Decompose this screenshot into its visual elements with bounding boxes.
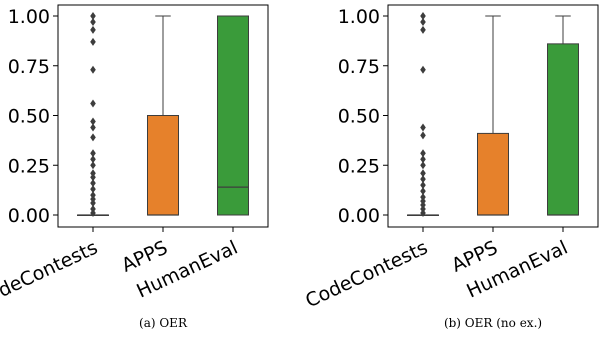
y-tick-label: 0.75 — [8, 56, 50, 78]
outlier-point — [420, 65, 426, 74]
outlier-point — [90, 37, 96, 46]
outlier-point — [420, 181, 426, 190]
outlier-point — [90, 191, 96, 200]
outlier-point — [420, 17, 426, 26]
outlier-point — [90, 169, 96, 178]
outlier-point — [420, 12, 426, 20]
y-tick-label: 0.75 — [338, 56, 380, 78]
outlier-point — [420, 123, 426, 132]
outlier-point — [90, 179, 96, 188]
outlier-point — [420, 169, 426, 178]
box-HumanEval — [547, 43, 579, 216]
box-APPS — [477, 132, 509, 216]
x-tick-label: CodeContests — [0, 237, 101, 313]
box-APPS — [147, 115, 179, 216]
outlier-point — [90, 161, 96, 170]
y-tick-label: 0.00 — [338, 205, 380, 227]
box-HumanEval — [217, 15, 249, 216]
outlier-point — [420, 149, 426, 158]
outlier-point — [90, 117, 96, 126]
outlier-point — [90, 65, 96, 74]
y-tick-label: 0.25 — [8, 155, 50, 177]
outlier-point — [420, 175, 426, 184]
figure-caption: (b) OER (no ex.) — [444, 316, 542, 330]
outlier-point — [420, 193, 426, 202]
y-tick-label: 1.00 — [338, 6, 380, 28]
y-tick-label: 1.00 — [8, 6, 50, 28]
outlier-point — [90, 17, 96, 26]
outlier-point — [420, 161, 426, 170]
outlier-point — [90, 149, 96, 158]
outlier-point — [420, 155, 426, 164]
outlier-point — [90, 12, 96, 20]
figure-caption: (a) OER — [139, 316, 188, 330]
outlier-point — [90, 99, 96, 108]
x-tick-label: CodeContests — [302, 237, 431, 313]
outlier-point — [420, 187, 426, 196]
outlier-point — [90, 155, 96, 164]
outlier-point — [420, 131, 426, 140]
outlier-point — [90, 123, 96, 132]
outlier-point — [90, 25, 96, 34]
y-tick-label: 0.50 — [8, 106, 50, 128]
outlier-point — [90, 185, 96, 194]
outlier-point — [90, 133, 96, 142]
y-tick-label: 0.50 — [338, 106, 380, 128]
y-tick-label: 0.00 — [8, 205, 50, 227]
y-tick-label: 0.25 — [338, 155, 380, 177]
outlier-point — [420, 25, 426, 34]
outlier-point — [90, 205, 96, 214]
